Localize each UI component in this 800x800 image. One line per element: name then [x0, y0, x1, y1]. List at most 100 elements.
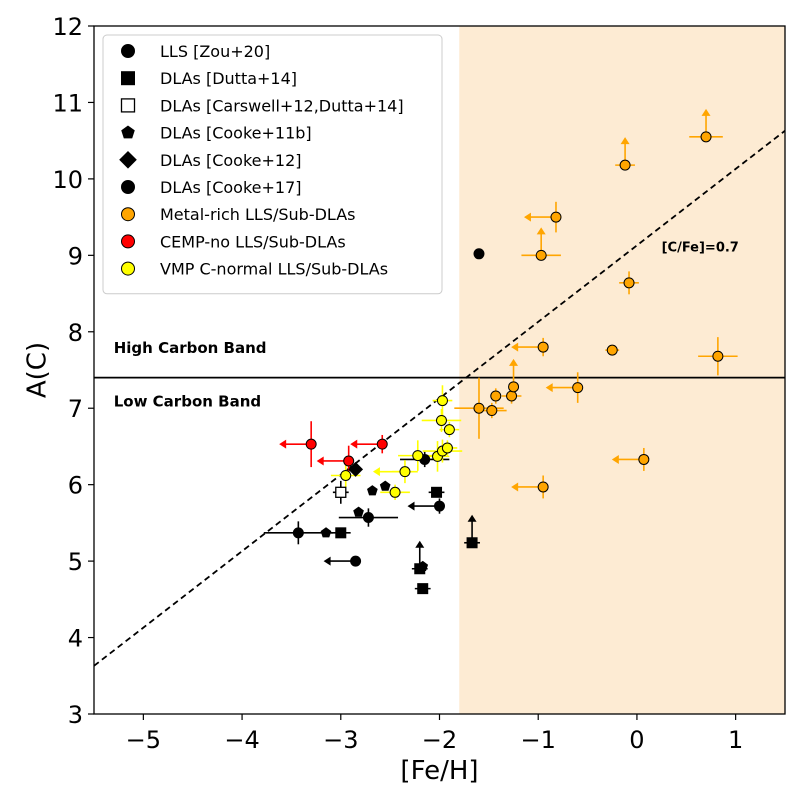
y-axis-label: A(C): [23, 342, 53, 398]
data-point-s4-p0: [348, 461, 364, 477]
data-point-s1-p1-limit-arrow: [415, 540, 425, 548]
data-point-s6-p13: [638, 453, 650, 465]
data-point-s7-p0-limit-arrow: [279, 439, 287, 449]
x-tick-label-1: −4: [224, 726, 259, 754]
x-tick-label-5: 0: [629, 726, 644, 754]
data-point-s8-p3: [412, 450, 424, 462]
x-axis-label: [Fe/H]: [400, 756, 478, 786]
data-point-s5-p4: [473, 248, 485, 260]
metal-rich-shaded-region: [459, 26, 785, 714]
data-point-s6-p14-limit-arrow: [701, 108, 711, 116]
legend-marker-7: [121, 234, 135, 249]
data-point-s6-p14: [700, 131, 712, 143]
data-point-s5-p3-limit-arrow: [407, 501, 415, 511]
data-point-s6-p6: [537, 341, 549, 353]
data-point-s6-p1: [486, 405, 498, 417]
legend-marker-5: [121, 180, 135, 194]
data-point-s3-p3: [379, 480, 391, 491]
x-tick-label-0: −5: [126, 726, 161, 754]
data-point-s6-p8-limit-arrow: [523, 212, 531, 222]
data-point-s6-p9: [572, 382, 584, 394]
legend-marker-1: [121, 71, 135, 86]
legend-marker-4: [119, 150, 137, 169]
data-point-s6-p4-limit-arrow: [509, 358, 519, 366]
data-point-s6-p10: [606, 344, 618, 356]
legend-label-3: DLAs [Cooke+11b]: [160, 124, 312, 143]
legend-label-8: VMP C-normal LLS/Sub-DLAs: [160, 260, 388, 279]
data-point-s2-p0: [335, 486, 347, 498]
legend-label-1: DLAs [Dutta+14]: [160, 69, 297, 88]
data-point-s7-p1-limit-arrow: [316, 456, 324, 466]
data-point-s1-p2: [417, 583, 429, 595]
data-point-s6-p13-limit-arrow: [611, 454, 619, 464]
data-point-s5-p1: [362, 512, 374, 524]
data-point-s6-p7-limit-arrow: [536, 227, 546, 235]
data-point-s7-p0: [305, 438, 317, 450]
data-point-s8-p6: [441, 442, 453, 454]
data-point-s1-p4-limit-arrow: [467, 514, 477, 522]
data-point-s1-p3: [431, 486, 443, 498]
legend-marker-2: [120, 98, 136, 113]
legend-label-0: LLS [Zou+20]: [160, 42, 270, 61]
legend-marker-8: [121, 261, 135, 276]
data-point-s3-p0: [320, 527, 332, 538]
data-point-s1-p0: [335, 527, 347, 539]
data-point-s8-p7: [443, 424, 455, 436]
data-point-s5-p0: [292, 527, 304, 539]
band-label-0: High Carbon Band: [114, 339, 267, 357]
data-point-s6-p3: [506, 390, 518, 402]
x-tick-label-6: 1: [728, 726, 743, 754]
data-point-s6-p4: [508, 381, 520, 393]
c-fe-ratio-dashed-line: [93, 130, 786, 667]
x-tick-label-4: −1: [521, 726, 556, 754]
data-point-s6-p8: [550, 211, 562, 223]
x-tick-label-3: −2: [422, 726, 457, 754]
data-point-s6-p6-limit-arrow: [511, 342, 519, 352]
data-point-s5-p3: [434, 500, 445, 512]
y-tick-label-4: 7: [68, 395, 83, 423]
legend-label-7: CEMP-no LLS/Sub-DLAs: [160, 232, 346, 251]
data-point-s8-p2: [399, 466, 411, 478]
data-point-s6-p9-limit-arrow: [545, 383, 553, 393]
legend: LLS [Zou+20] DLAs [Dutta+14] DLAs [Carswel…: [102, 34, 443, 295]
data-point-s0-p0: [350, 555, 362, 567]
legend-label-4: DLAs [Cooke+12]: [160, 151, 302, 170]
data-point-s1-p4: [466, 537, 478, 549]
data-point-s6-p5-limit-arrow: [511, 482, 519, 492]
data-point-s6-p5: [537, 481, 549, 493]
legend-marker-3: [121, 125, 135, 139]
y-tick-label-2: 5: [68, 548, 83, 576]
legend-box: [102, 34, 443, 295]
legend-marker-0: [121, 44, 135, 58]
data-point-s7-p2-limit-arrow: [350, 439, 358, 449]
data-point-s8-p9: [436, 395, 448, 407]
c-fe-ratio-label: [C/Fe]=0.7: [662, 241, 739, 256]
y-tick-label-1: 4: [68, 625, 83, 653]
data-point-s8-p2-limit-arrow: [372, 467, 380, 477]
data-point-s6-p12: [623, 277, 635, 289]
data-point-s8-p0: [340, 469, 352, 481]
data-point-s7-p2: [376, 438, 388, 450]
data-point-s6-p11-limit-arrow: [620, 137, 630, 145]
data-point-s3-p1: [353, 506, 364, 517]
legend-marker-6: [121, 207, 135, 222]
y-tick-label-9: 12: [52, 13, 83, 41]
data-point-s7-p1: [343, 455, 355, 467]
data-point-s6-p15: [712, 350, 724, 362]
data-point-s3-p4: [417, 560, 429, 572]
y-tick-label-7: 10: [52, 166, 83, 194]
data-point-s8-p8: [435, 414, 447, 426]
y-tick-label-6: 9: [68, 242, 83, 270]
legend-label-5: DLAs [Cooke+17]: [160, 178, 302, 197]
legend-label-6: Metal-rich LLS/Sub-DLAs: [160, 205, 355, 224]
data-point-s6-p11: [619, 159, 631, 171]
y-tick-label-5: 8: [68, 319, 83, 347]
y-tick-label-3: 6: [68, 472, 83, 500]
data-point-s6-p2: [490, 390, 502, 402]
data-point-s3-p2: [367, 485, 378, 496]
data-point-s6-p0: [473, 402, 485, 414]
data-point-s0-p0-limit-arrow: [323, 556, 331, 566]
data-point-s6-p7: [535, 249, 547, 261]
y-tick-label-8: 11: [52, 89, 83, 117]
